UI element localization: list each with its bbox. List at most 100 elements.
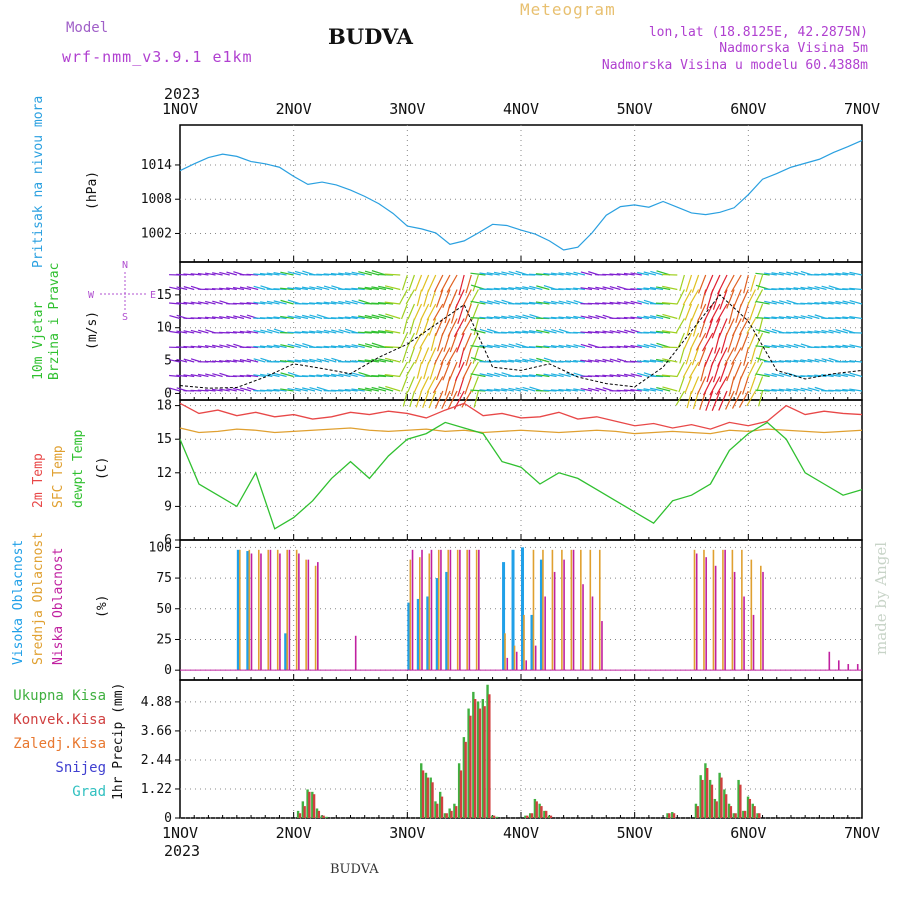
wind-barb — [239, 374, 252, 378]
cloud-bar — [416, 598, 420, 671]
precip-bar — [315, 808, 319, 818]
wind-barb — [371, 386, 387, 392]
wind-barb — [616, 273, 628, 276]
precip-bar — [462, 737, 466, 818]
ytick-label: 12 — [156, 466, 172, 481]
wind-barb — [470, 272, 486, 276]
wind-barb — [678, 376, 685, 393]
cloud-bar — [539, 559, 543, 671]
wind-barb — [494, 372, 507, 378]
wind-barb — [226, 388, 237, 392]
wind-barb — [473, 318, 479, 336]
wind-barb — [458, 347, 465, 368]
wind-barb — [695, 332, 707, 351]
wind-barb — [331, 329, 344, 334]
wind-barb — [771, 360, 784, 363]
wind-barb — [849, 372, 863, 378]
ytick-label: 1014 — [141, 158, 172, 173]
wind-barb — [842, 388, 855, 392]
precip-bar — [476, 701, 480, 818]
wind-barb — [169, 387, 181, 392]
wind-barb — [344, 316, 358, 320]
cloud-bar — [445, 571, 449, 671]
wind-barb — [688, 289, 700, 307]
wind-barb — [273, 388, 287, 392]
wind-barb — [309, 374, 323, 378]
wind-barb — [731, 318, 742, 337]
wind-barb — [470, 373, 486, 378]
precip-bar — [467, 708, 470, 818]
wind-barb — [486, 344, 500, 349]
wind-barb — [558, 288, 571, 291]
wind-barb — [330, 345, 344, 349]
wind-barb — [814, 286, 827, 291]
wind-barb — [330, 272, 344, 276]
wind-barb — [344, 344, 358, 349]
cloud-bar — [459, 549, 461, 671]
wind-barb — [704, 347, 714, 367]
pressure-line — [179, 139, 863, 251]
wind-barb — [371, 286, 387, 291]
wind-barb — [800, 359, 813, 363]
wind-barb — [529, 330, 543, 334]
wind-barb — [543, 317, 557, 320]
wind-barb — [637, 372, 650, 378]
wind-barb — [771, 316, 784, 320]
wind-barb — [364, 387, 380, 392]
ytick-label: 5 — [164, 354, 172, 369]
wind-barb — [287, 343, 301, 349]
temp-line-1 — [179, 427, 863, 435]
precip-bar — [538, 803, 541, 818]
precip-bar — [524, 815, 527, 818]
precip-bar — [746, 796, 750, 818]
wind-barb — [453, 318, 465, 338]
wind-barb — [358, 387, 372, 392]
wind-barb — [595, 359, 607, 363]
ytick-label: 1.22 — [141, 782, 172, 797]
wind-barb — [183, 273, 195, 276]
precip-bar — [533, 798, 537, 818]
precip-bar — [450, 810, 453, 818]
wind-barb — [662, 313, 678, 320]
precip-bar — [464, 741, 467, 818]
wind-barb — [501, 271, 515, 276]
wind-barb — [764, 300, 777, 305]
wind-barb — [301, 330, 316, 334]
ytick-label: 1002 — [141, 226, 172, 241]
wind-barb — [835, 329, 848, 334]
wind-barb — [232, 375, 244, 378]
cloud-bar — [307, 559, 310, 671]
wind-barb — [685, 347, 693, 365]
wind-barb — [420, 376, 430, 393]
wind-barb — [616, 329, 628, 334]
ytick-label: 18 — [156, 399, 172, 414]
precip-bar — [701, 779, 704, 818]
wind-barb — [246, 273, 259, 276]
wind-barb — [662, 386, 678, 392]
pressure-axis-title: Pritisak na nivou mora — [31, 96, 46, 268]
wind-barb — [536, 357, 550, 363]
precip-bar — [672, 813, 676, 818]
wind-barb — [433, 347, 444, 365]
wind-barb — [204, 345, 216, 349]
precip-bar — [301, 801, 305, 818]
precip-bar — [526, 815, 529, 818]
wind-barb — [330, 301, 344, 305]
wind-barb — [786, 359, 799, 363]
wind-barb — [661, 302, 678, 305]
wind-barb — [434, 318, 444, 337]
wind-barb — [528, 273, 543, 276]
xtick-label-bottom: 3NOV — [389, 824, 425, 842]
wind-barb — [435, 361, 444, 381]
wind-barb — [294, 315, 309, 320]
wind-barb — [793, 331, 806, 334]
precip-bar — [751, 803, 754, 818]
precip-bar — [481, 699, 485, 818]
wind-barb — [800, 302, 813, 305]
wind-barb — [718, 318, 728, 339]
wind-barb — [778, 300, 792, 305]
ytick-label: 1008 — [141, 192, 172, 207]
wind-barb — [733, 289, 742, 308]
wind-barbs — [169, 270, 863, 411]
xtick-label-top: 4NOV — [503, 100, 539, 118]
